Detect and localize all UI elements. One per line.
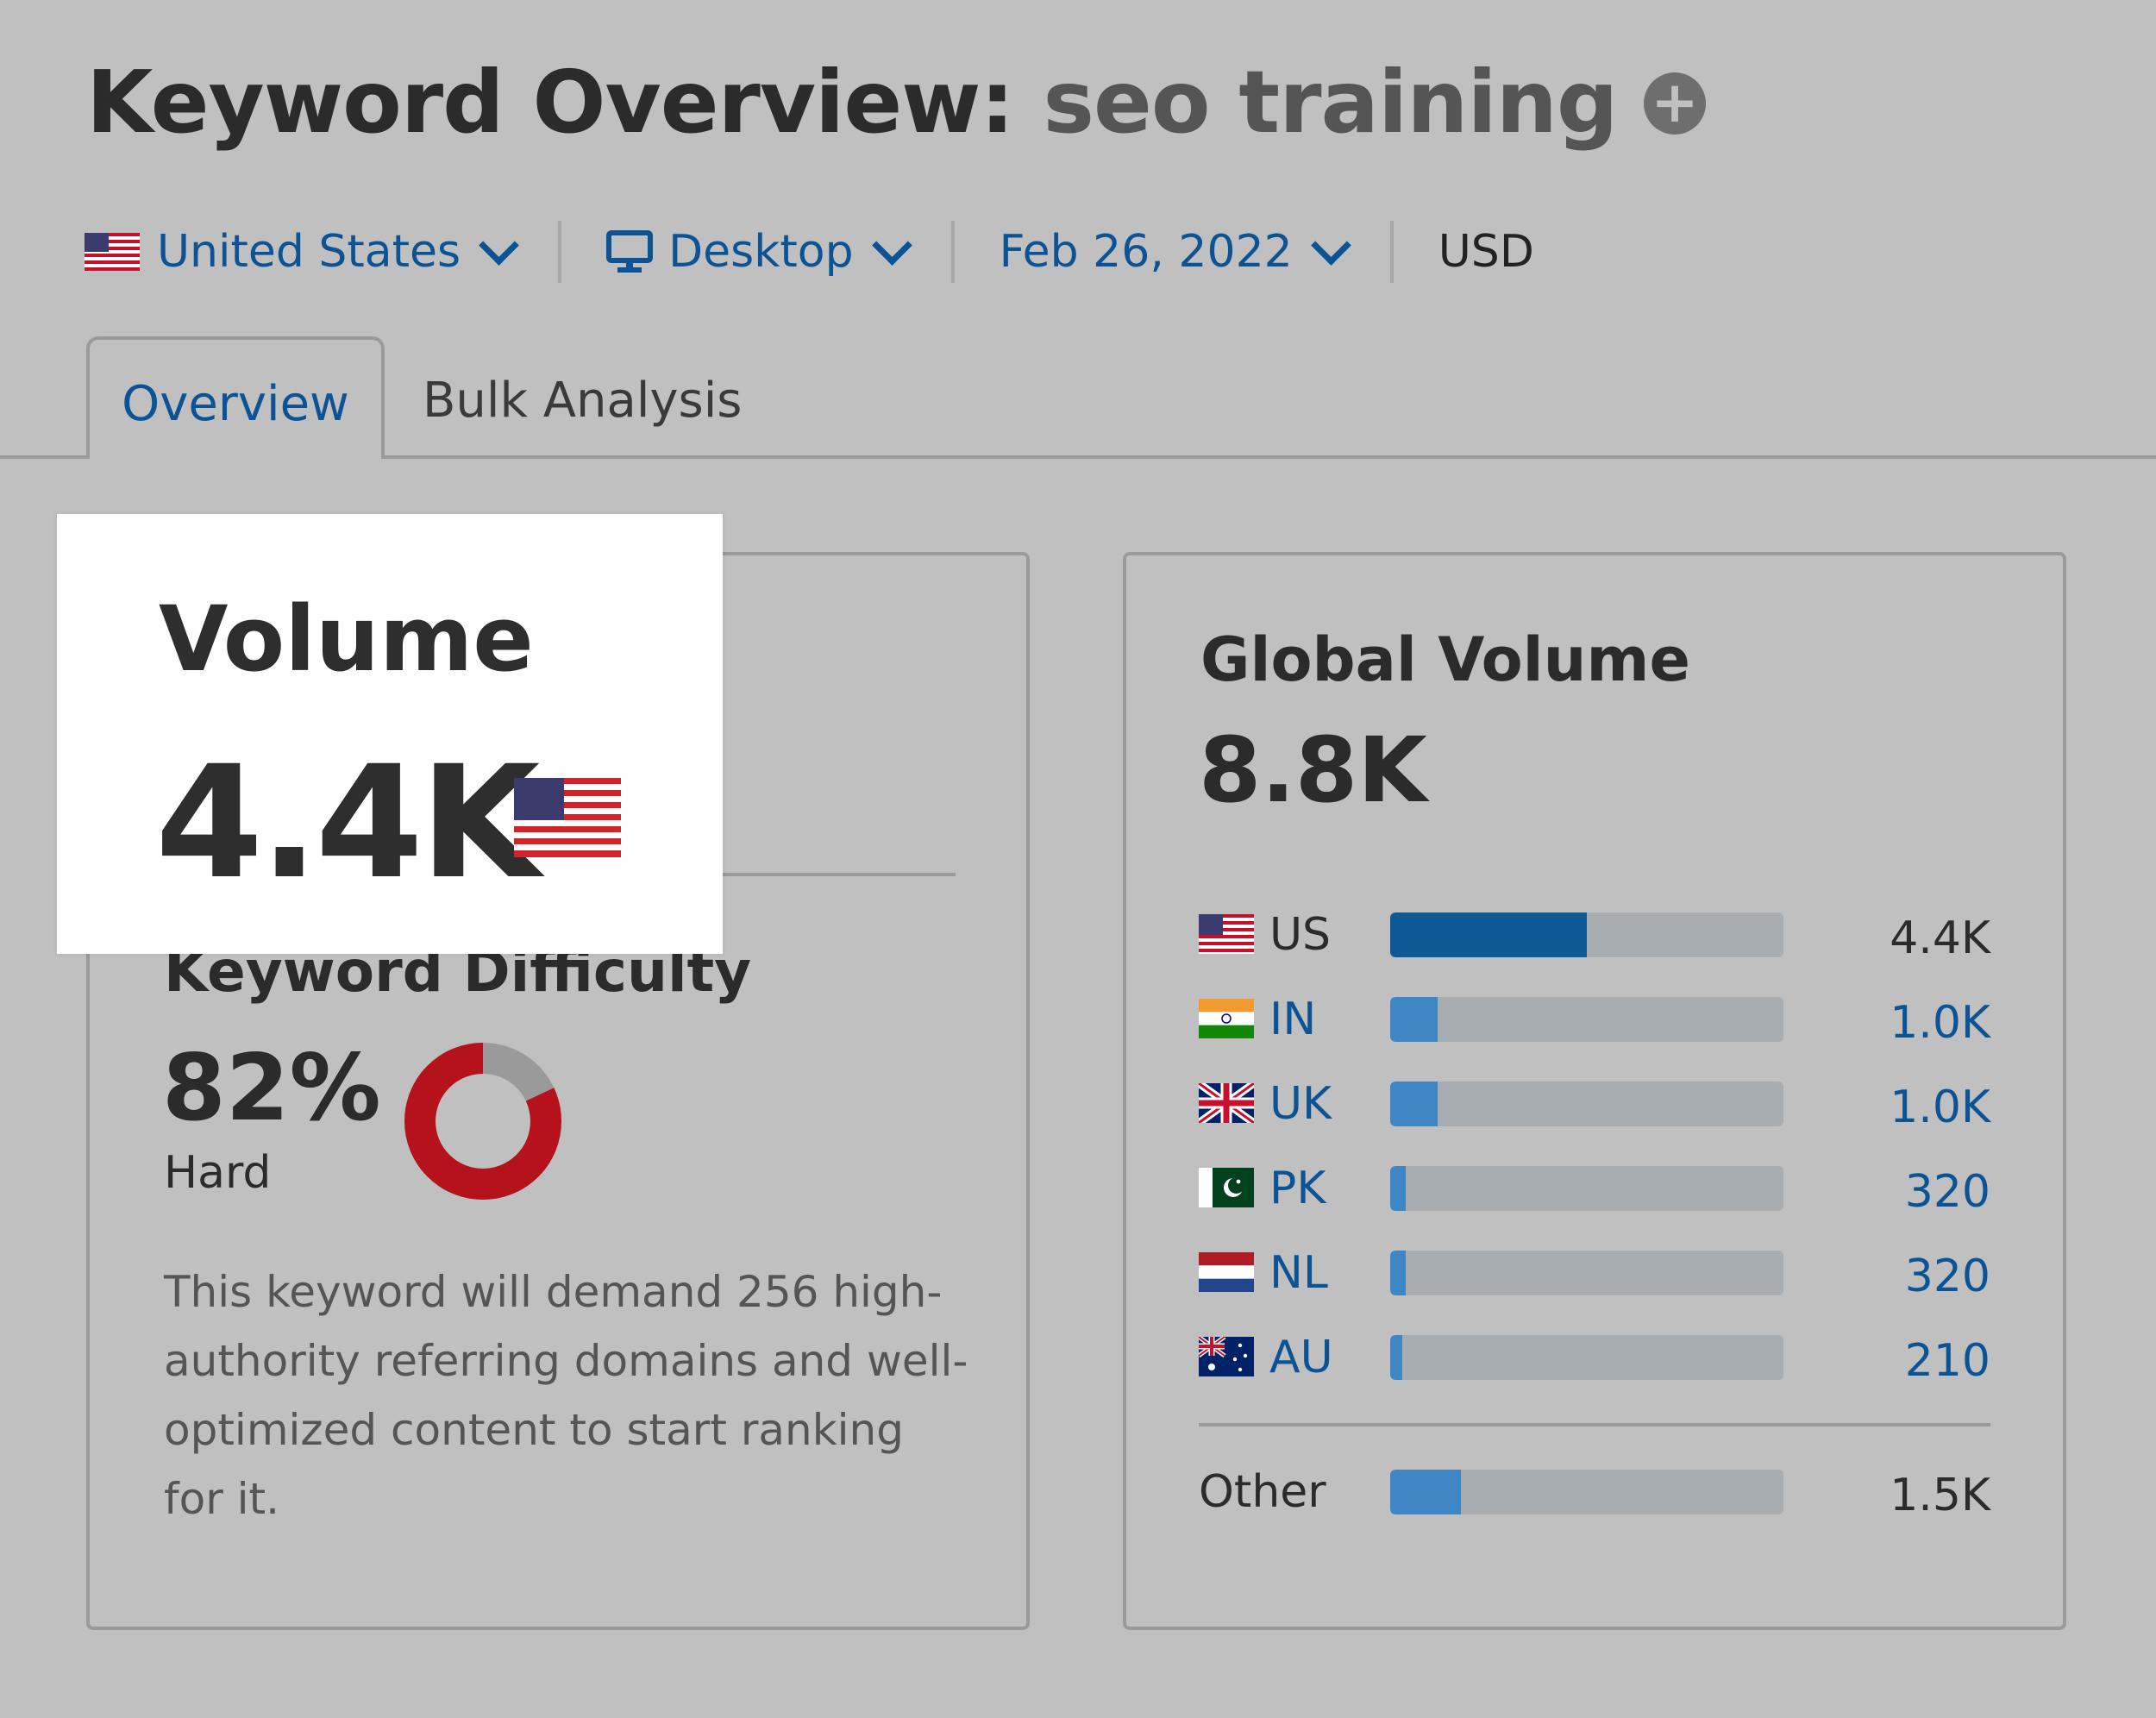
country-selector[interactable]: United States — [85, 224, 519, 278]
country-volume: 4.4K — [1890, 912, 1990, 964]
volume-bar-fill — [1390, 1082, 1438, 1126]
keyword-difficulty-percent: 82% — [162, 1035, 381, 1141]
filter-divider — [1389, 221, 1394, 283]
volume-bar-fill — [1390, 1335, 1402, 1380]
volume-bar-track — [1390, 1470, 1783, 1514]
country-row-nl[interactable]: NL 320 — [1199, 1247, 1990, 1302]
volume-bar-track — [1390, 1082, 1783, 1126]
tab-overview[interactable]: Overview — [86, 336, 385, 459]
difficulty-donut-chart — [404, 1043, 561, 1200]
volume-bar-track — [1390, 912, 1783, 957]
us-flag-icon — [1199, 914, 1254, 954]
country-label: United States — [157, 226, 461, 278]
keyword-difficulty-level: Hard — [164, 1147, 272, 1199]
netherlands-flag-icon — [1199, 1252, 1254, 1292]
us-flag-icon — [85, 233, 140, 271]
volume-bar-fill — [1390, 1166, 1407, 1211]
volume-highlight-box — [57, 514, 723, 954]
country-row-au[interactable]: AU 210 — [1199, 1332, 1990, 1387]
country-code: AU — [1269, 1332, 1333, 1383]
country-code: UK — [1269, 1078, 1332, 1130]
volume-bar-fill — [1390, 1470, 1462, 1514]
uk-flag-icon — [1199, 1083, 1254, 1123]
country-volume[interactable]: 1.0K — [1890, 1082, 1990, 1133]
us-flag-icon — [514, 778, 621, 857]
tab-bulk-analysis[interactable]: Bulk Analysis — [423, 373, 743, 429]
global-volume-value: 8.8K — [1199, 718, 1427, 823]
india-flag-icon — [1199, 999, 1254, 1038]
volume-bar-track — [1390, 1335, 1783, 1380]
keyword-difficulty-description: This keyword will demand 256 high-author… — [164, 1267, 968, 1524]
pakistan-flag-icon — [1199, 1168, 1254, 1207]
global-volume-title: Global Volume — [1200, 624, 1690, 695]
volume-bar-track — [1390, 1166, 1783, 1211]
country-code: US — [1269, 909, 1332, 961]
country-code: PK — [1269, 1163, 1326, 1214]
country-row-other: Other 1.5K — [1199, 1466, 1990, 1521]
device-label: Desktop — [668, 226, 854, 278]
country-volume[interactable]: 210 — [1904, 1335, 1990, 1387]
volume-bar-track — [1390, 997, 1783, 1042]
plus-circle-icon[interactable]: + — [1643, 72, 1706, 135]
device-selector[interactable]: Desktop — [606, 224, 912, 278]
volume-bar-fill — [1390, 1251, 1407, 1295]
country-volume[interactable]: 1.0K — [1890, 997, 1990, 1049]
date-selector[interactable]: Feb 26, 2022 — [999, 224, 1351, 278]
volume-bar-fill — [1390, 912, 1587, 957]
filter-bar: United States Desktop Feb 26, 2022 USD — [85, 221, 1534, 283]
keyword-text: seo training — [1043, 52, 1619, 153]
currency-label: USD — [1438, 226, 1534, 278]
australia-flag-icon — [1199, 1337, 1254, 1376]
country-row-pk[interactable]: PK 320 — [1199, 1163, 1990, 1218]
volume-value: 4.4K — [155, 733, 540, 913]
global-volume-divider — [1199, 1423, 1990, 1426]
volume-bar-fill — [1390, 997, 1438, 1042]
chevron-down-icon — [871, 224, 912, 266]
page-title: Keyword Overview: seo training + — [86, 52, 1706, 153]
volume-label: Volume — [159, 586, 534, 692]
filter-divider — [950, 221, 955, 283]
country-code: IN — [1269, 994, 1317, 1045]
country-volume[interactable]: 320 — [1904, 1251, 1990, 1302]
country-row-us[interactable]: US 4.4K — [1199, 909, 1990, 964]
page-title-prefix: Keyword Overview: — [86, 52, 1015, 153]
tab-underline — [0, 455, 2156, 459]
donut-value-arc — [404, 1043, 561, 1200]
desktop-icon — [606, 230, 654, 273]
country-volume[interactable]: 320 — [1904, 1166, 1990, 1218]
country-row-in[interactable]: IN 1.0K — [1199, 994, 1990, 1049]
other-volume: 1.5K — [1890, 1470, 1990, 1521]
chevron-down-icon — [479, 224, 519, 266]
country-row-uk[interactable]: UK 1.0K — [1199, 1078, 1990, 1133]
country-code: NL — [1269, 1247, 1328, 1299]
volume-bar-track — [1390, 1251, 1783, 1295]
date-label: Feb 26, 2022 — [999, 226, 1293, 278]
chevron-down-icon — [1310, 224, 1351, 266]
filter-divider — [558, 221, 562, 283]
other-label: Other — [1199, 1466, 1326, 1518]
